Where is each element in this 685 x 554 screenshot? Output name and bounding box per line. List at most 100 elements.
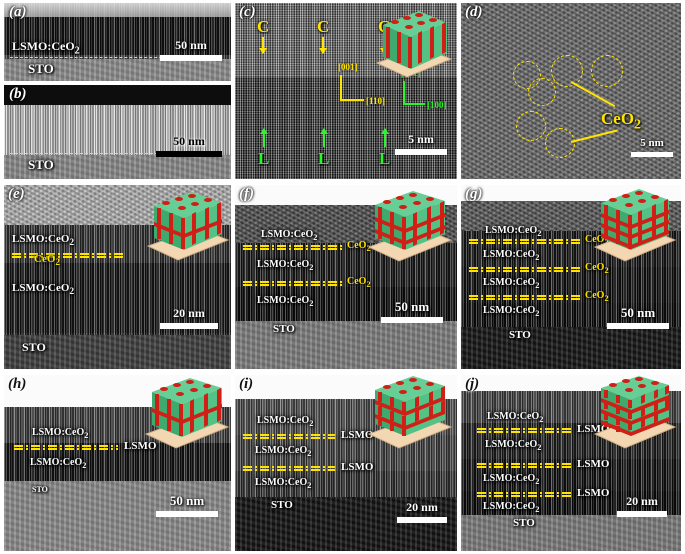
panel-a-substrate [4,59,231,81]
panel-h-layer-1-text: LSMO:CeO [32,427,85,438]
panel-j-layer-1-sub: 2 [539,415,544,424]
panel-c-marker-l-3: L [379,149,391,168]
panel-e-scalebar-bar [160,323,218,329]
panel-j-interlayer-3-lines [477,492,571,497]
panel-c-scalebar: 5 nm [395,129,447,155]
panel-g-substrate [461,327,681,369]
panel-e-interlayer-1-sub: 2 [55,257,60,268]
panel-f: (f) LSMO:CeO2 CeO2 LSMO:CeO2 CeO2 LSMO:C… [235,185,457,369]
panel-h-interlayer-1-lines [14,445,118,450]
panel-c-marker-l-2: L [318,149,330,168]
panel-j-inset-schematic [589,376,679,450]
panel-h-layer-2-label: LSMO:CeO2 [30,457,86,470]
panel-e-layer-2-text: LSMO:CeO [12,282,70,294]
panel-f-layer-2-text: LSMO:CeO [257,259,310,270]
panel-e-scalebar-label: 20 nm [173,306,205,320]
panel-g-scalebar-label: 50 nm [620,305,656,320]
panel-e-inset-schematic [144,188,231,262]
panel-c-axes-yellow: [001] [110] [338,62,385,106]
panel-f-scalebar-bar [381,317,443,323]
panel-g-inset-schematic [589,187,679,263]
panel-h-layer-1-label: LSMO:CeO2 [32,427,88,440]
panel-i: (i) LSMO:CeO2 LSMO LSMO:CeO2 LSMO LSMO:C… [235,375,457,551]
panel-j-layer-2-text: LSMO:CeO [485,439,538,450]
panel-g-layer-4-sub: 2 [535,309,540,318]
panel-e-layer-2-sub: 2 [69,286,75,297]
panel-b-substrate [4,155,231,179]
panel-b-scalebar-bar [156,151,222,157]
panel-a-scalebar-label: 50 nm [175,38,207,52]
panel-f-substrate-label: STO [273,323,295,335]
panel-j-layer-2-label: LSMO:CeO2 [485,439,541,452]
panel-f-interlayer-1-text: CeO [347,240,367,251]
panel-a-film-label: LSMO:CeO2 [12,39,80,56]
panel-i-layer-3 [235,471,457,499]
panel-e-interlayer-1-lines [12,253,124,258]
panel-d-ceo2-label: CeO2 [601,109,641,133]
panel-g-layer-2-sub: 2 [535,253,540,262]
panel-a-tag: (a) [9,4,27,20]
panel-c-arrow-l-2 [320,128,328,147]
panel-j-layer-3-text: LSMO:CeO [483,473,536,484]
panel-h-inset-schematic [140,376,231,450]
panel-c-arrow-c-2 [319,37,327,54]
panel-d-ceo2-text: CeO [601,109,635,128]
panel-j-layer-1-label: LSMO:CeO2 [487,411,543,424]
panel-d-scalebar-bar [631,152,673,157]
panel-c-axes-yellow-hlabel: [110] [366,96,385,106]
panel-i-substrate-interface [243,494,335,495]
panel-g-layer-2-text: LSMO:CeO [483,249,536,260]
panel-j-tag: (j) [465,376,480,392]
panel-c-axes-green: [001] [100] [401,68,447,110]
panel-a-film-band [4,3,231,21]
panel-i-layer-2-label: LSMO:CeO2 [255,445,311,458]
panel-c-arrow-l-1 [260,128,268,147]
panel-h-substrate-label: STO [32,485,48,494]
panel-a: (a) LSMO:CeO2 STO 50 nm [4,3,231,81]
panel-g-interlayer-1-text: CeO [585,234,605,245]
panel-b-film [4,105,231,153]
panel-f-tag: (f) [239,186,254,202]
panel-g-interlayer-2-lines [469,267,581,272]
panel-e-layer-2 [4,263,231,333]
panel-f-inset-schematic [363,187,455,263]
panel-f-interlayer-2-text: CeO [347,276,367,287]
panel-g-interlayer-1-lines [469,239,581,244]
panel-j-layer-1-text: LSMO:CeO [487,411,540,422]
panel-a-scalebar: 50 nm [160,35,222,61]
panel-b-substrate-label: STO [28,157,54,172]
panel-e-layer-1-sub: 2 [69,237,75,248]
panel-f-layer-1-label: LSMO:CeO2 [261,229,317,242]
panel-i-tag: (i) [239,376,254,392]
panel-c-lower-region [235,77,457,179]
panel-g-layer-3-text: LSMO:CeO [483,277,536,288]
panel-g-layer-1-sub: 2 [537,229,542,238]
panel-b-tag: (b) [9,86,27,102]
panel-i-substrate [235,497,457,551]
panel-d-ceo2-sub: 2 [634,116,642,133]
panel-j-substrate-label: STO [513,517,535,529]
panel-f-scalebar-label: 50 nm [394,299,430,314]
panel-i-layer-3-sub: 2 [307,481,312,490]
panel-j-interlayer-1-lines [477,428,571,433]
panel-d-scalebar-label: 5 nm [640,137,664,149]
panel-i-layer-1-text: LSMO:CeO [257,415,310,426]
panel-i-layer-2-sub: 2 [307,449,312,458]
panel-a-substrate-label: STO [28,61,54,76]
panel-g-layer-2-label: LSMO:CeO2 [483,249,539,262]
panel-f-layer-3-sub: 2 [309,299,314,308]
panel-h: (h) LSMO:CeO2 LSMO LSMO:CeO2 STO 50 nm [4,375,231,551]
panel-i-layer-2 [235,435,457,473]
panel-a-film-text: LSMO:CeO [12,39,75,53]
panel-i-layer-3-label: LSMO:CeO2 [255,477,311,490]
panel-d-ceo2-circle-6 [545,128,575,158]
panel-d-ceo2-circle-3 [551,55,583,87]
panel-h-inset-svg [144,378,230,449]
panel-c-marker-c-2: C [317,17,330,36]
panel-h-layer-2-sub: 2 [82,461,87,470]
panel-f-layer-3-text: LSMO:CeO [257,295,310,306]
panel-j-layer-4-sub: 2 [535,505,540,514]
panel-h-scalebar-label: 50 nm [169,493,205,508]
panel-d: (d) CeO2 5 nm [461,3,681,179]
